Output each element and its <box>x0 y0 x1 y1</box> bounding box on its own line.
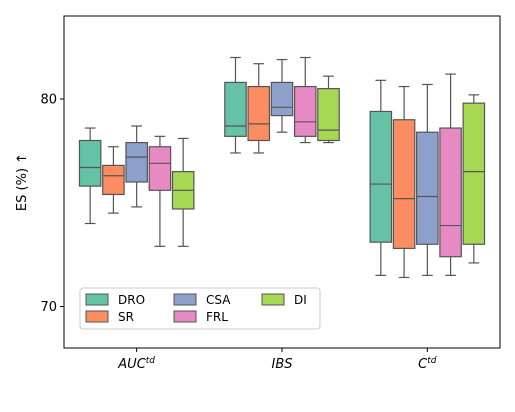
box-body <box>270 81 294 117</box>
box-body <box>78 139 102 187</box>
box-sr-2 <box>392 85 416 279</box>
box-body <box>439 127 462 258</box>
x-tick-label: Ctd <box>418 356 437 372</box>
box-csa-0 <box>125 125 148 208</box>
x-tick-label: IBS <box>271 357 292 372</box>
box-body <box>317 88 340 142</box>
box-frl-0 <box>148 135 172 247</box>
box-di-0 <box>171 137 195 247</box>
legend-item-di: DI <box>261 293 307 307</box>
legend-item-csa: CSA <box>173 293 231 307</box>
legend-label: DRO <box>118 293 145 307</box>
box-csa-2 <box>416 83 439 276</box>
y-axis-label: ES (%) ↑ <box>15 153 30 211</box>
legend-item-dro: DRO <box>85 293 145 307</box>
legend-swatch <box>85 293 109 306</box>
box-body <box>293 85 317 137</box>
legend-label: CSA <box>206 293 231 307</box>
box-body <box>462 102 486 245</box>
box-body <box>102 164 125 196</box>
box-frl-2 <box>439 73 462 276</box>
box-body <box>247 85 271 142</box>
legend-swatch <box>173 310 197 323</box>
legend-label: FRL <box>206 310 228 324</box>
box-dro-2 <box>369 79 393 276</box>
box-di-1 <box>317 75 340 144</box>
box-sr-0 <box>102 146 125 214</box>
box-body <box>224 81 247 137</box>
legend-frame <box>79 287 321 330</box>
legend-swatch <box>85 310 109 323</box>
box-csa-1 <box>270 58 294 133</box>
box-dro-1 <box>224 56 247 154</box>
box-body <box>416 131 439 245</box>
box-body <box>392 119 416 249</box>
box-body <box>148 146 172 191</box>
box-frl-1 <box>293 56 317 144</box>
legend-label: SR <box>118 310 134 324</box>
box-sr-1 <box>247 63 271 154</box>
legend-swatch <box>261 293 285 306</box>
y-tick-label: 70 <box>40 300 57 315</box>
legend-label: DI <box>294 293 307 307</box>
box-di-2 <box>462 94 486 264</box>
y-axis: 70 80 <box>40 93 64 315</box>
legend-item-sr: SR <box>85 310 134 324</box>
legend-item-frl: FRL <box>173 310 228 324</box>
plot-area <box>78 56 486 279</box>
x-tick-label: AUCtd <box>117 356 155 372</box>
box-body <box>369 110 393 243</box>
legend-swatch <box>173 293 197 306</box>
legend: DRO SR CSA FRL DI <box>79 287 321 330</box>
box-dro-0 <box>78 127 102 225</box>
x-axis: AUCtd IBS Ctd <box>117 348 437 372</box>
y-tick-label: 80 <box>40 93 57 108</box>
box-body <box>125 141 148 183</box>
